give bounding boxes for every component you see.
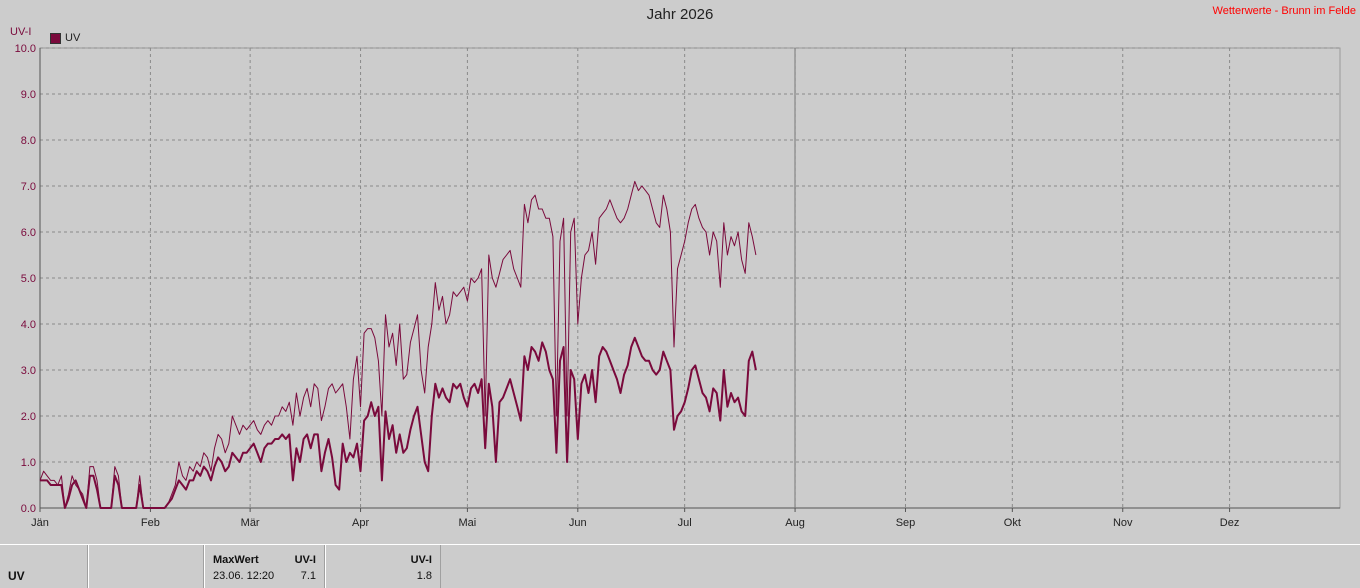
y-tick-label: 1.0 [21, 457, 36, 469]
stats-footer: UV MaxWert UV-I 23.06. 12:20 7.1 UV-I 1.… [0, 544, 1360, 588]
x-tick-labels: Jän Feb Mär Apr Mai Jun Jul Aug Sep Okt Nov Dez [31, 508, 1239, 529]
footer-max-time: 23.06. 12:20 [213, 570, 275, 582]
x-tick-label: Okt [1004, 517, 1021, 529]
y-tick-label: 8.0 [21, 135, 36, 147]
footer-avg-cell: UV-I 1.8 [325, 545, 441, 588]
footer-max-header: MaxWert [213, 554, 259, 566]
legend-label: UV [65, 32, 81, 44]
x-tick-label: Mär [241, 517, 260, 529]
chart-title: Jahr 2026 [646, 6, 714, 23]
footer-row-cell: UV [0, 545, 88, 588]
x-tick-label: Apr [352, 517, 369, 529]
legend: UV [50, 32, 80, 44]
x-tick-label: Nov [1113, 517, 1133, 529]
chart-plot: 0.0 1.0 2.0 3.0 4.0 5.0 6.0 7.0 8.0 9.0 10.0 Jän Fe… [15, 43, 1341, 529]
y-tick-label: 4.0 [21, 319, 36, 331]
x-tick-label: Mai [459, 517, 477, 529]
x-tick-label: Jul [678, 517, 692, 529]
footer-row-label: UV [8, 569, 25, 583]
y-tick-label: 6.0 [21, 227, 36, 239]
x-tick-label: Aug [785, 517, 805, 529]
y-axis-label: UV-I [10, 26, 32, 38]
series-group [39, 180, 757, 509]
footer-max-unit: UV-I [294, 554, 316, 566]
footer-avg-unit: UV-I [410, 554, 432, 566]
x-tick-label: Feb [141, 517, 160, 529]
x-tick-label: Jun [569, 517, 587, 529]
y-tick-label: 2.0 [21, 411, 36, 423]
footer-max-value: 7.1 [300, 570, 316, 582]
x-tick-label: Jän [31, 517, 49, 529]
y-tick-label: 0.0 [21, 503, 36, 515]
y-tick-label: 5.0 [21, 273, 36, 285]
footer-spacer-cell [88, 545, 204, 588]
y-tick-label: 10.0 [15, 43, 36, 55]
footer-avg-value: 1.8 [416, 570, 432, 582]
grid [40, 47, 1340, 508]
series-line-1 [40, 336, 757, 509]
source-label: Wetterwerte - Brunn im Felde [1212, 5, 1356, 17]
legend-swatch [50, 32, 61, 44]
y-tick-label: 3.0 [21, 365, 36, 377]
y-tick-label: 9.0 [21, 89, 36, 101]
footer-max-cell: MaxWert UV-I 23.06. 12:20 7.1 [204, 545, 325, 588]
y-tick-label: 7.0 [21, 181, 36, 193]
x-tick-label: Sep [896, 517, 916, 529]
y-tick-labels: 0.0 1.0 2.0 3.0 4.0 5.0 6.0 7.0 8.0 9.0 10.0 [15, 43, 36, 515]
x-tick-label: Dez [1220, 517, 1240, 529]
